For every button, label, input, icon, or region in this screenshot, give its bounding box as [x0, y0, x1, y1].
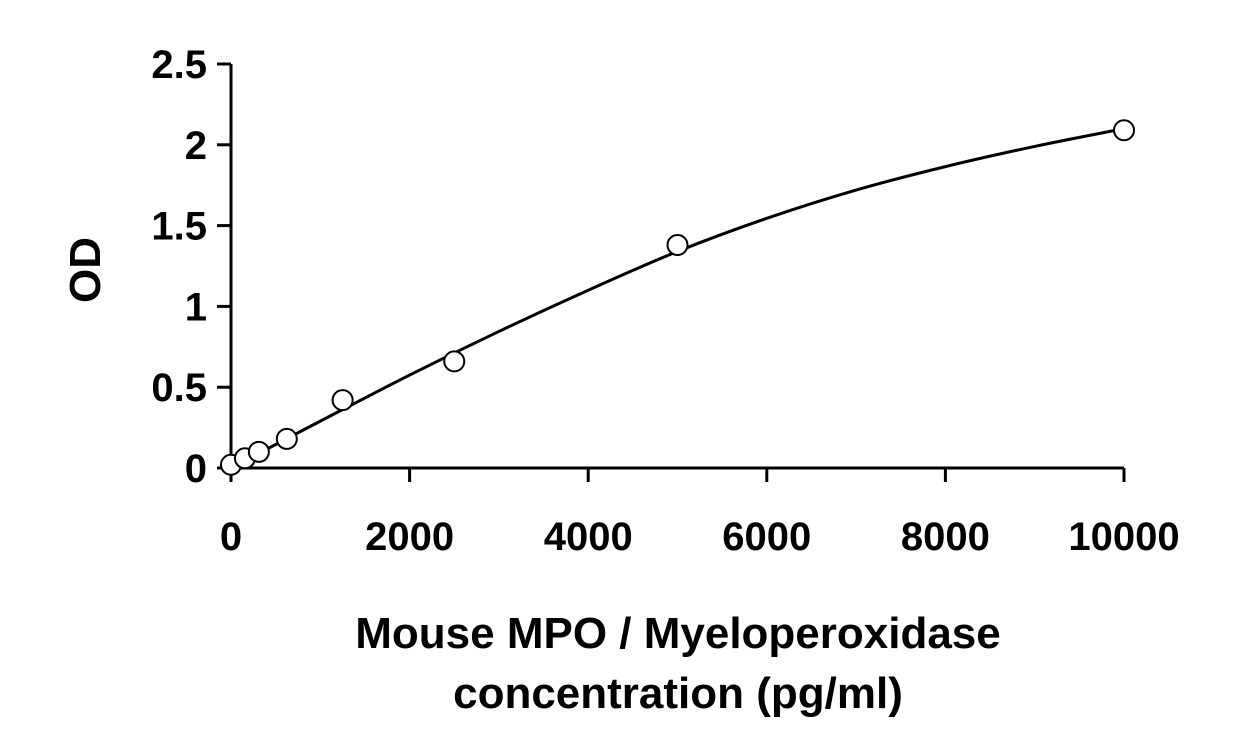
x-tick-label: 4000: [544, 515, 633, 559]
data-point: [247, 440, 270, 463]
data-point: [331, 389, 354, 412]
x-tick-label: 2000: [365, 515, 454, 559]
x-tick-label: 6000: [722, 515, 811, 559]
y-tick-label: 1: [185, 285, 207, 329]
data-point: [666, 233, 689, 256]
x-ticks: 0 2000 4000 6000 8000 10000: [220, 468, 1180, 559]
x-axis-title-line-1: Mouse MPO / Myeloperoxidase: [355, 609, 1001, 658]
y-tick-label: 0.5: [151, 366, 207, 410]
axes: [229, 64, 1124, 470]
data-point: [443, 350, 466, 373]
fit-layer: [230, 127, 1125, 470]
y-axis-title: OD: [61, 237, 110, 303]
x-tick-label: 10000: [1068, 515, 1179, 559]
points-layer: [220, 119, 1135, 476]
x-axis-title-line-2: concentration (pg/ml): [453, 669, 903, 718]
y-tick-label: 2.5: [151, 43, 207, 87]
y-tick-label: 1.5: [151, 205, 207, 249]
x-tick-label: 8000: [901, 515, 990, 559]
fit-curve: [230, 127, 1125, 470]
x-tick-label: 0: [220, 515, 242, 559]
data-point: [275, 427, 298, 450]
y-tick-label: 2: [185, 124, 207, 168]
y-ticks: 0 0.5 1 1.5 2 2.5: [151, 43, 231, 491]
y-tick-label: 0: [185, 447, 207, 491]
data-point: [1113, 119, 1135, 142]
